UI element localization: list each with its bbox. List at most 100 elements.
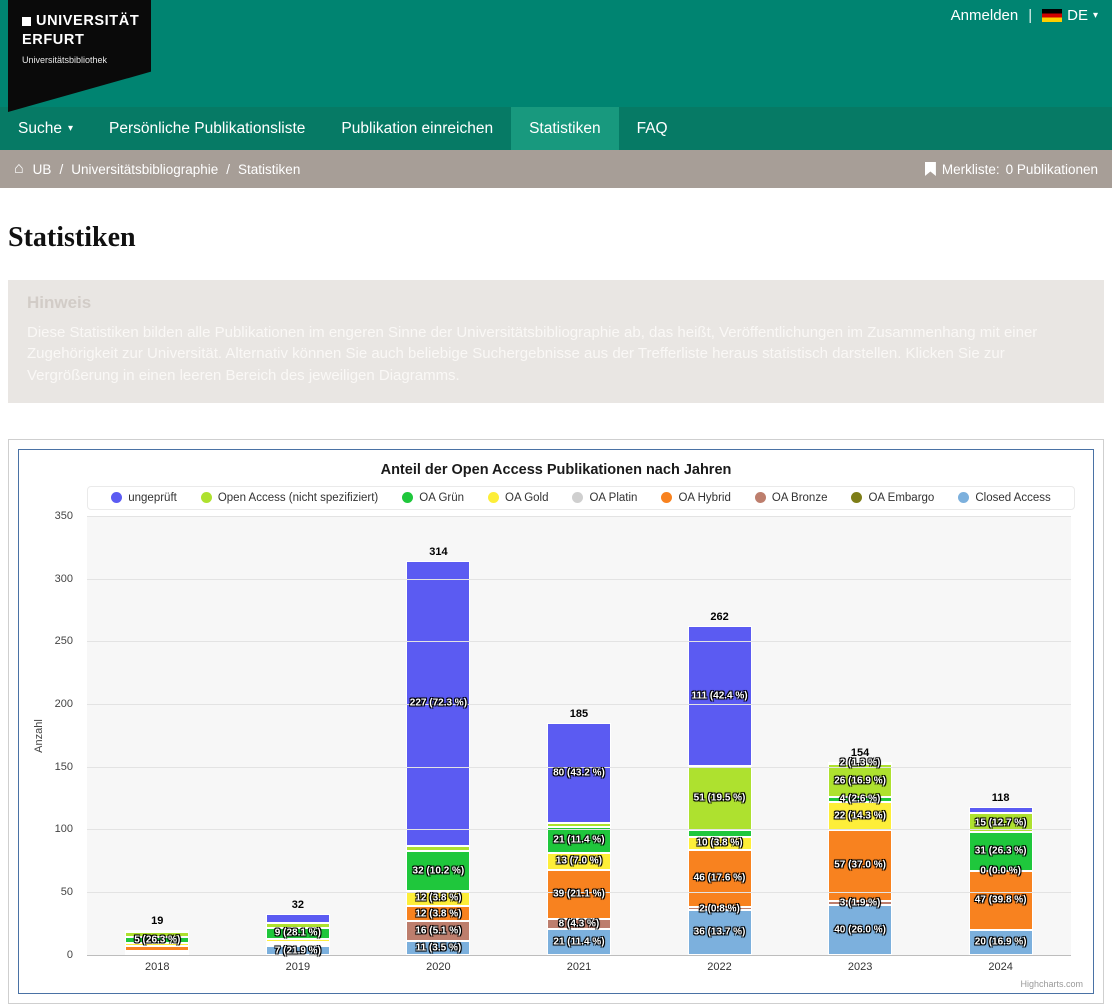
segment-oa_ns[interactable] <box>406 846 470 851</box>
segment-ungeprueft[interactable] <box>969 807 1033 813</box>
legend-item-oa_ns[interactable]: Open Access (nicht spezifiziert) <box>201 492 378 504</box>
legend-label: ungeprüft <box>128 492 177 504</box>
segment-hybrid[interactable]: 47 (39.8 %) <box>969 871 1033 930</box>
segment-closed[interactable]: 21 (11.4 %) <box>547 929 611 955</box>
segment-oa_ns[interactable] <box>547 823 611 827</box>
column-2023[interactable]: 15440 (26.0 %)3 (1.9 %)57 (37.0 %)22 (14… <box>828 747 892 955</box>
segment-gold[interactable]: 22 (14.3 %) <box>828 802 892 830</box>
legend-item-gruen[interactable]: OA Grün <box>402 492 464 504</box>
column-total: 262 <box>710 611 728 623</box>
segment-gruen[interactable]: 21 (11.4 %) <box>547 827 611 853</box>
column-2024[interactable]: 11820 (16.9 %)47 (39.8 %)0 (0.0 %)31 (26… <box>969 792 1033 955</box>
segment-bronze[interactable] <box>125 951 189 953</box>
legend-label: Open Access (nicht spezifiziert) <box>218 492 378 504</box>
segment-hybrid[interactable]: 57 (37.0 %) <box>828 830 892 901</box>
segment-ungeprueft[interactable]: 80 (43.2 %) <box>547 723 611 823</box>
segment-closed[interactable]: 11 (3.5 %) <box>406 941 470 955</box>
segment-closed[interactable]: 36 (13.7 %) <box>688 910 752 955</box>
segment-ungeprueft[interactable] <box>266 914 330 923</box>
column-2022[interactable]: 262 36 (13.7 %)2 (0.8 %)46 (17.6 %)10 (3.… <box>688 611 752 955</box>
nav-item-publikation-einreichen[interactable]: Publikation einreichen <box>323 107 511 150</box>
platin-legend-dot-icon <box>572 492 583 503</box>
merkliste-link[interactable]: Merkliste: 0 Publikationen <box>925 162 1098 177</box>
segment-label: 15 (12.7 %) <box>975 817 1027 828</box>
segment-hybrid[interactable] <box>266 942 330 945</box>
nav-label: Statistiken <box>529 120 601 138</box>
nav-item-faq[interactable]: FAQ <box>619 107 686 150</box>
segment-hybrid[interactable]: 46 (17.6 %) <box>688 850 752 908</box>
x-axis-label: 2023 <box>828 961 892 973</box>
segment-ungeprueft[interactable]: 227 (72.3 %) <box>406 561 470 846</box>
gruen-legend-dot-icon <box>402 492 413 503</box>
column-2019[interactable]: 327 (21.9 %)9 (28.1 %) <box>266 899 330 955</box>
segment-gold[interactable]: 13 (7.0 %) <box>547 853 611 869</box>
segment-ungeprueft[interactable]: 2 (1.3 %) <box>828 762 892 765</box>
segment-gold[interactable]: 10 (3.8 %) <box>688 837 752 850</box>
column-2021[interactable]: 18521 (11.4 %)8 (4.3 %)39 (21.1 %)13 (7.… <box>547 708 611 955</box>
segment-bronze[interactable]: 16 (5.1 %) <box>406 921 470 941</box>
language-switcher[interactable]: DE ▾ <box>1042 7 1098 24</box>
hinweis-box: Hinweis Diese Statistiken bilden alle Pu… <box>8 280 1104 403</box>
column-2020[interactable]: 31411 (3.5 %)16 (5.1 %)12 (3.8 %)12 (3.8… <box>406 546 470 955</box>
segment-label: 9 (28.1 %) <box>275 928 321 939</box>
segment-label: 5 (26.3 %) <box>134 935 180 946</box>
breadcrumb-item-unibibliographie[interactable]: Universitätsbibliographie <box>71 162 218 177</box>
breadcrumb-item-statistiken: Statistiken <box>238 162 300 177</box>
segment-gruen[interactable]: 9 (28.1 %) <box>266 928 330 939</box>
legend-item-ungeprueft[interactable]: ungeprüft <box>111 492 177 504</box>
nav-item-suche[interactable]: Suche ▾ <box>0 107 91 150</box>
breadcrumb-item-ub[interactable]: UB <box>33 162 52 177</box>
nav-label: FAQ <box>637 120 668 138</box>
stacked-bar: 5 (26.3 %) <box>125 930 189 955</box>
legend-item-closed[interactable]: Closed Access <box>958 492 1050 504</box>
segment-gruen[interactable]: 5 (26.3 %) <box>125 937 189 943</box>
segment-label: 11 (3.5 %) <box>416 942 462 953</box>
segment-gold[interactable] <box>266 939 330 942</box>
highcharts-credits[interactable]: Highcharts.com <box>1020 979 1083 989</box>
segment-hybrid[interactable]: 12 (3.8 %) <box>406 906 470 921</box>
page-title: Statistiken <box>8 222 1104 254</box>
oa-chart[interactable]: Anteil der Open Access Publikationen nac… <box>18 449 1094 994</box>
segment-hybrid[interactable]: 39 (21.1 %) <box>547 870 611 919</box>
nav-item-statistiken[interactable]: Statistiken <box>511 107 619 150</box>
segment-gold[interactable]: 12 (3.8 %) <box>406 891 470 906</box>
legend-item-embargo[interactable]: OA Embargo <box>851 492 934 504</box>
segment-closed[interactable]: 7 (21.9 %) <box>266 946 330 955</box>
segment-label: 57 (37.0 %) <box>834 860 886 871</box>
segment-ungeprueft[interactable] <box>125 930 189 933</box>
segment-oa_ns[interactable]: 51 (19.5 %) <box>688 766 752 830</box>
plot-area[interactable]: 195 (26.3 %)327 (21.9 %)9 (28.1 %)31411 … <box>87 516 1071 956</box>
segment-closed[interactable]: 40 (26.0 %) <box>828 905 892 955</box>
legend-item-platin[interactable]: OA Platin <box>572 492 637 504</box>
legend-label: OA Platin <box>589 492 637 504</box>
legend-item-bronze[interactable]: OA Bronze <box>755 492 828 504</box>
segment-oa_ns[interactable]: 26 (16.9 %) <box>828 764 892 797</box>
segment-gruen[interactable]: 4 (2.6 %) <box>828 797 892 802</box>
segment-bronze[interactable]: 3 (1.9 %) <box>828 901 892 905</box>
stacked-bar: 7 (21.9 %) 9 (28.1 %) <box>266 914 330 955</box>
home-icon[interactable]: ⌂ <box>14 161 24 177</box>
stacked-bar: 36 (13.7 %)2 (0.8 %)46 (17.6 %)10 (3.8 %… <box>688 626 752 955</box>
segment-closed[interactable]: 20 (16.9 %) <box>969 930 1033 955</box>
gridline <box>87 641 1071 642</box>
x-axis-label: 2021 <box>547 961 611 973</box>
segment-bronze[interactable]: 2 (0.8 %) <box>688 907 752 910</box>
segment-closed[interactable] <box>125 953 189 955</box>
column-2018[interactable]: 195 (26.3 %) <box>125 915 189 955</box>
segment-gruen[interactable] <box>688 830 752 838</box>
y-tick-label: 100 <box>55 823 73 835</box>
segment-bronze[interactable]: 8 (4.3 %) <box>547 919 611 929</box>
legend-item-gold[interactable]: OA Gold <box>488 492 548 504</box>
legend-item-hybrid[interactable]: OA Hybrid <box>661 492 730 504</box>
university-logo[interactable]: UNIVERSITÄT ERFURT Universitätsbibliothe… <box>8 0 151 112</box>
segment-label: 26 (16.9 %) <box>834 775 886 786</box>
segment-ungeprueft[interactable]: 111 (42.4 %) <box>688 626 752 765</box>
segment-label: 8 (4.3 %) <box>559 918 600 929</box>
embargo-legend-dot-icon <box>851 492 862 503</box>
segment-hybrid[interactable] <box>125 946 189 951</box>
segment-gruen[interactable]: 32 (10.2 %) <box>406 851 470 891</box>
nav-item-publikationsliste[interactable]: Persönliche Publikationsliste <box>91 107 323 150</box>
login-link[interactable]: Anmelden <box>951 7 1019 24</box>
german-flag-icon <box>1042 9 1062 22</box>
x-axis-label: 2020 <box>406 961 470 973</box>
